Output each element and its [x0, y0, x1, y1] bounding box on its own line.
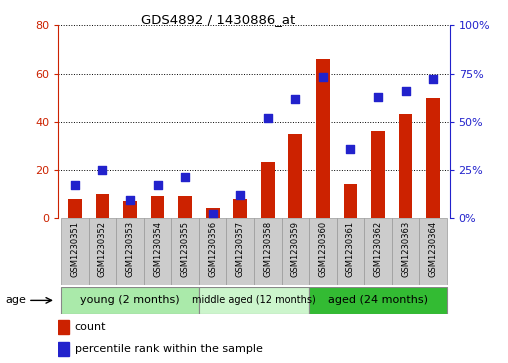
Bar: [371, 131, 385, 218]
Text: young (2 months): young (2 months): [80, 295, 180, 305]
Bar: [199, 287, 309, 314]
Bar: [343, 184, 357, 218]
Text: GSM1230357: GSM1230357: [236, 221, 245, 277]
Point: [346, 146, 355, 151]
Bar: [261, 163, 275, 218]
Bar: [58, 320, 70, 334]
Bar: [144, 218, 171, 285]
Point: [401, 88, 409, 94]
Text: GSM1230362: GSM1230362: [373, 221, 383, 277]
Point: [99, 167, 107, 172]
Bar: [364, 218, 392, 285]
Bar: [392, 218, 419, 285]
Bar: [171, 218, 199, 285]
Bar: [123, 201, 137, 218]
Text: age: age: [5, 295, 26, 305]
Text: GSM1230361: GSM1230361: [346, 221, 355, 277]
Point: [291, 95, 299, 101]
Bar: [116, 218, 144, 285]
Bar: [289, 134, 302, 218]
Text: GSM1230351: GSM1230351: [71, 221, 79, 277]
Point: [126, 197, 134, 203]
Point: [209, 211, 217, 217]
Text: GSM1230355: GSM1230355: [181, 221, 189, 277]
Point: [319, 74, 327, 80]
Text: middle aged (12 months): middle aged (12 months): [192, 295, 316, 305]
Bar: [206, 208, 219, 218]
Text: GSM1230360: GSM1230360: [319, 221, 327, 277]
Bar: [96, 194, 109, 218]
Bar: [316, 59, 330, 218]
Point: [181, 175, 189, 180]
Bar: [199, 218, 227, 285]
Bar: [309, 218, 337, 285]
Point: [236, 192, 244, 197]
Text: count: count: [75, 322, 106, 332]
Bar: [61, 287, 199, 314]
Bar: [89, 218, 116, 285]
Bar: [309, 287, 447, 314]
Point: [71, 182, 79, 188]
Bar: [61, 218, 89, 285]
Bar: [178, 196, 192, 218]
Point: [429, 76, 437, 82]
Bar: [281, 218, 309, 285]
Text: aged (24 months): aged (24 months): [328, 295, 428, 305]
Bar: [337, 218, 364, 285]
Text: GSM1230363: GSM1230363: [401, 221, 410, 277]
Text: GSM1230354: GSM1230354: [153, 221, 162, 277]
Text: GSM1230352: GSM1230352: [98, 221, 107, 277]
Bar: [426, 98, 440, 218]
Text: GSM1230364: GSM1230364: [429, 221, 437, 277]
Text: GSM1230353: GSM1230353: [125, 221, 135, 277]
Text: percentile rank within the sample: percentile rank within the sample: [75, 344, 263, 354]
Text: GSM1230356: GSM1230356: [208, 221, 217, 277]
Point: [264, 115, 272, 121]
Point: [374, 94, 382, 99]
Text: GDS4892 / 1430886_at: GDS4892 / 1430886_at: [141, 13, 296, 26]
Bar: [419, 218, 447, 285]
Text: GSM1230359: GSM1230359: [291, 221, 300, 277]
Bar: [233, 199, 247, 218]
Text: GSM1230358: GSM1230358: [263, 221, 272, 277]
Bar: [254, 218, 281, 285]
Point: [153, 182, 162, 188]
Bar: [227, 218, 254, 285]
Bar: [151, 196, 165, 218]
Bar: [58, 342, 70, 356]
Bar: [399, 114, 412, 218]
Bar: [68, 199, 82, 218]
